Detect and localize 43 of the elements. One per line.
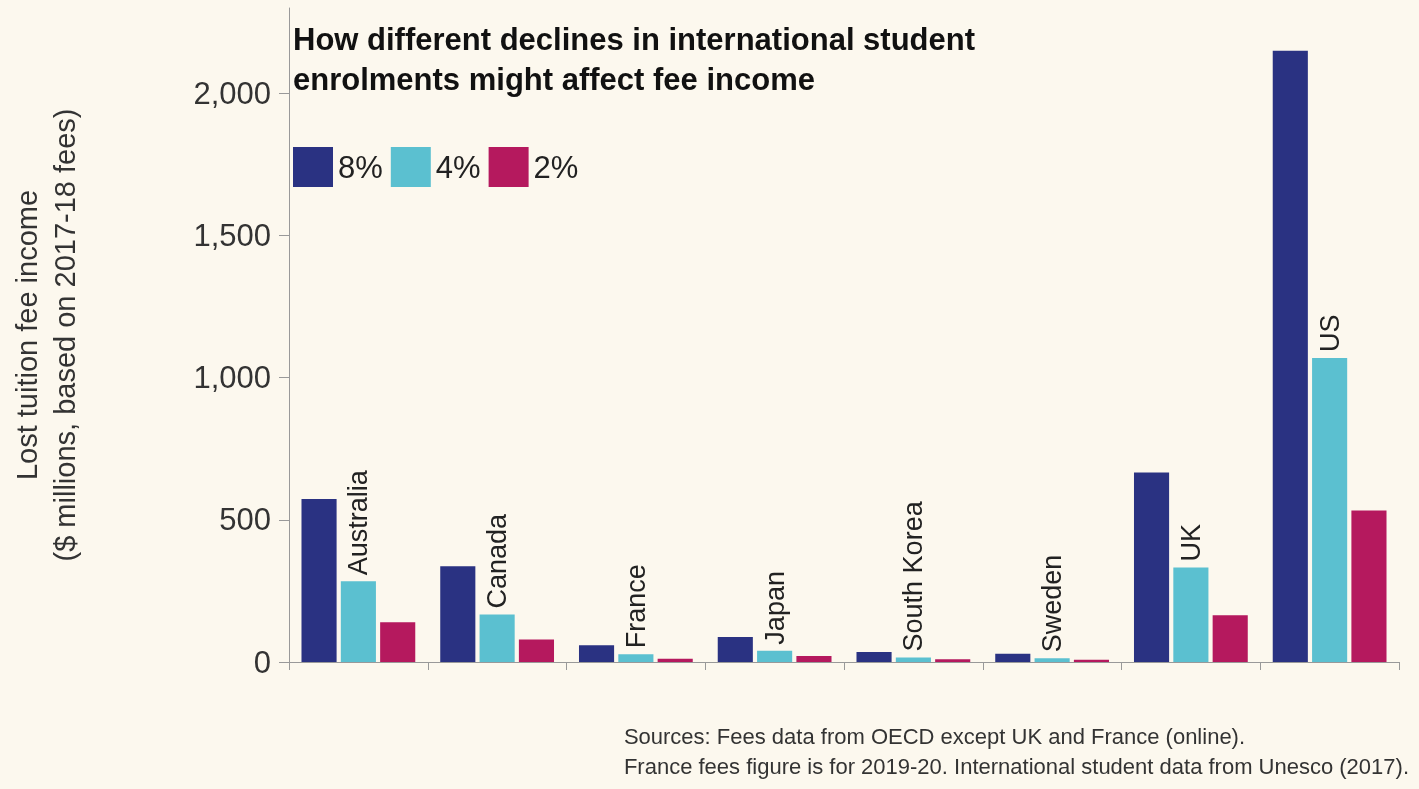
bar (301, 499, 337, 662)
bar (340, 581, 376, 662)
y-tick-label: 500 (219, 502, 271, 538)
bar (380, 622, 416, 662)
x-tick-label: France (620, 564, 651, 649)
bar (440, 566, 476, 662)
bar (895, 657, 931, 662)
x-tick-label: South Korea (898, 500, 929, 652)
bar (1312, 358, 1348, 662)
bar (618, 654, 654, 662)
bar (578, 645, 615, 662)
bar (479, 614, 515, 662)
bar (657, 658, 693, 662)
x-tick-label: Canada (482, 512, 513, 609)
bar (757, 650, 793, 662)
source-note: Sources: Fees data from OECD except UK and France (online). (623, 723, 1246, 749)
bar (1212, 615, 1248, 662)
bar (1272, 50, 1308, 662)
bar (935, 659, 971, 662)
x-tick-label: Sweden (1037, 554, 1068, 653)
bar (1173, 567, 1209, 662)
y-tick-label: 2,000 (193, 75, 271, 111)
bar (717, 636, 753, 662)
bar (995, 653, 1031, 662)
y-axis-title: Lost tuition fee income ($ millions, based on 2017-18 fees) (11, 108, 81, 562)
x-tick-label: UK (1175, 524, 1206, 562)
text: France fees figure is for 2019-20. International student data from Unesco (2017). (623, 753, 1410, 779)
bar (1133, 472, 1170, 662)
bar (796, 656, 832, 662)
bar (1034, 658, 1070, 662)
y-tick-label: 1,000 (193, 360, 271, 396)
y-tick-label: 1,500 (193, 217, 271, 253)
y-tick-label: 0 (253, 644, 271, 680)
legend-label: 2% (533, 149, 579, 185)
bar (856, 652, 892, 662)
bar (518, 639, 555, 662)
bar (1351, 510, 1387, 662)
legend-label: 8% (338, 149, 383, 185)
x-tick-label: Australia (343, 469, 374, 576)
x-tick-label: Japan (759, 571, 790, 645)
text: How different declines in international student enrolments might affect fee income (293, 21, 976, 97)
legend-label: 4% (435, 149, 481, 185)
x-tick-label: US (1314, 314, 1345, 353)
